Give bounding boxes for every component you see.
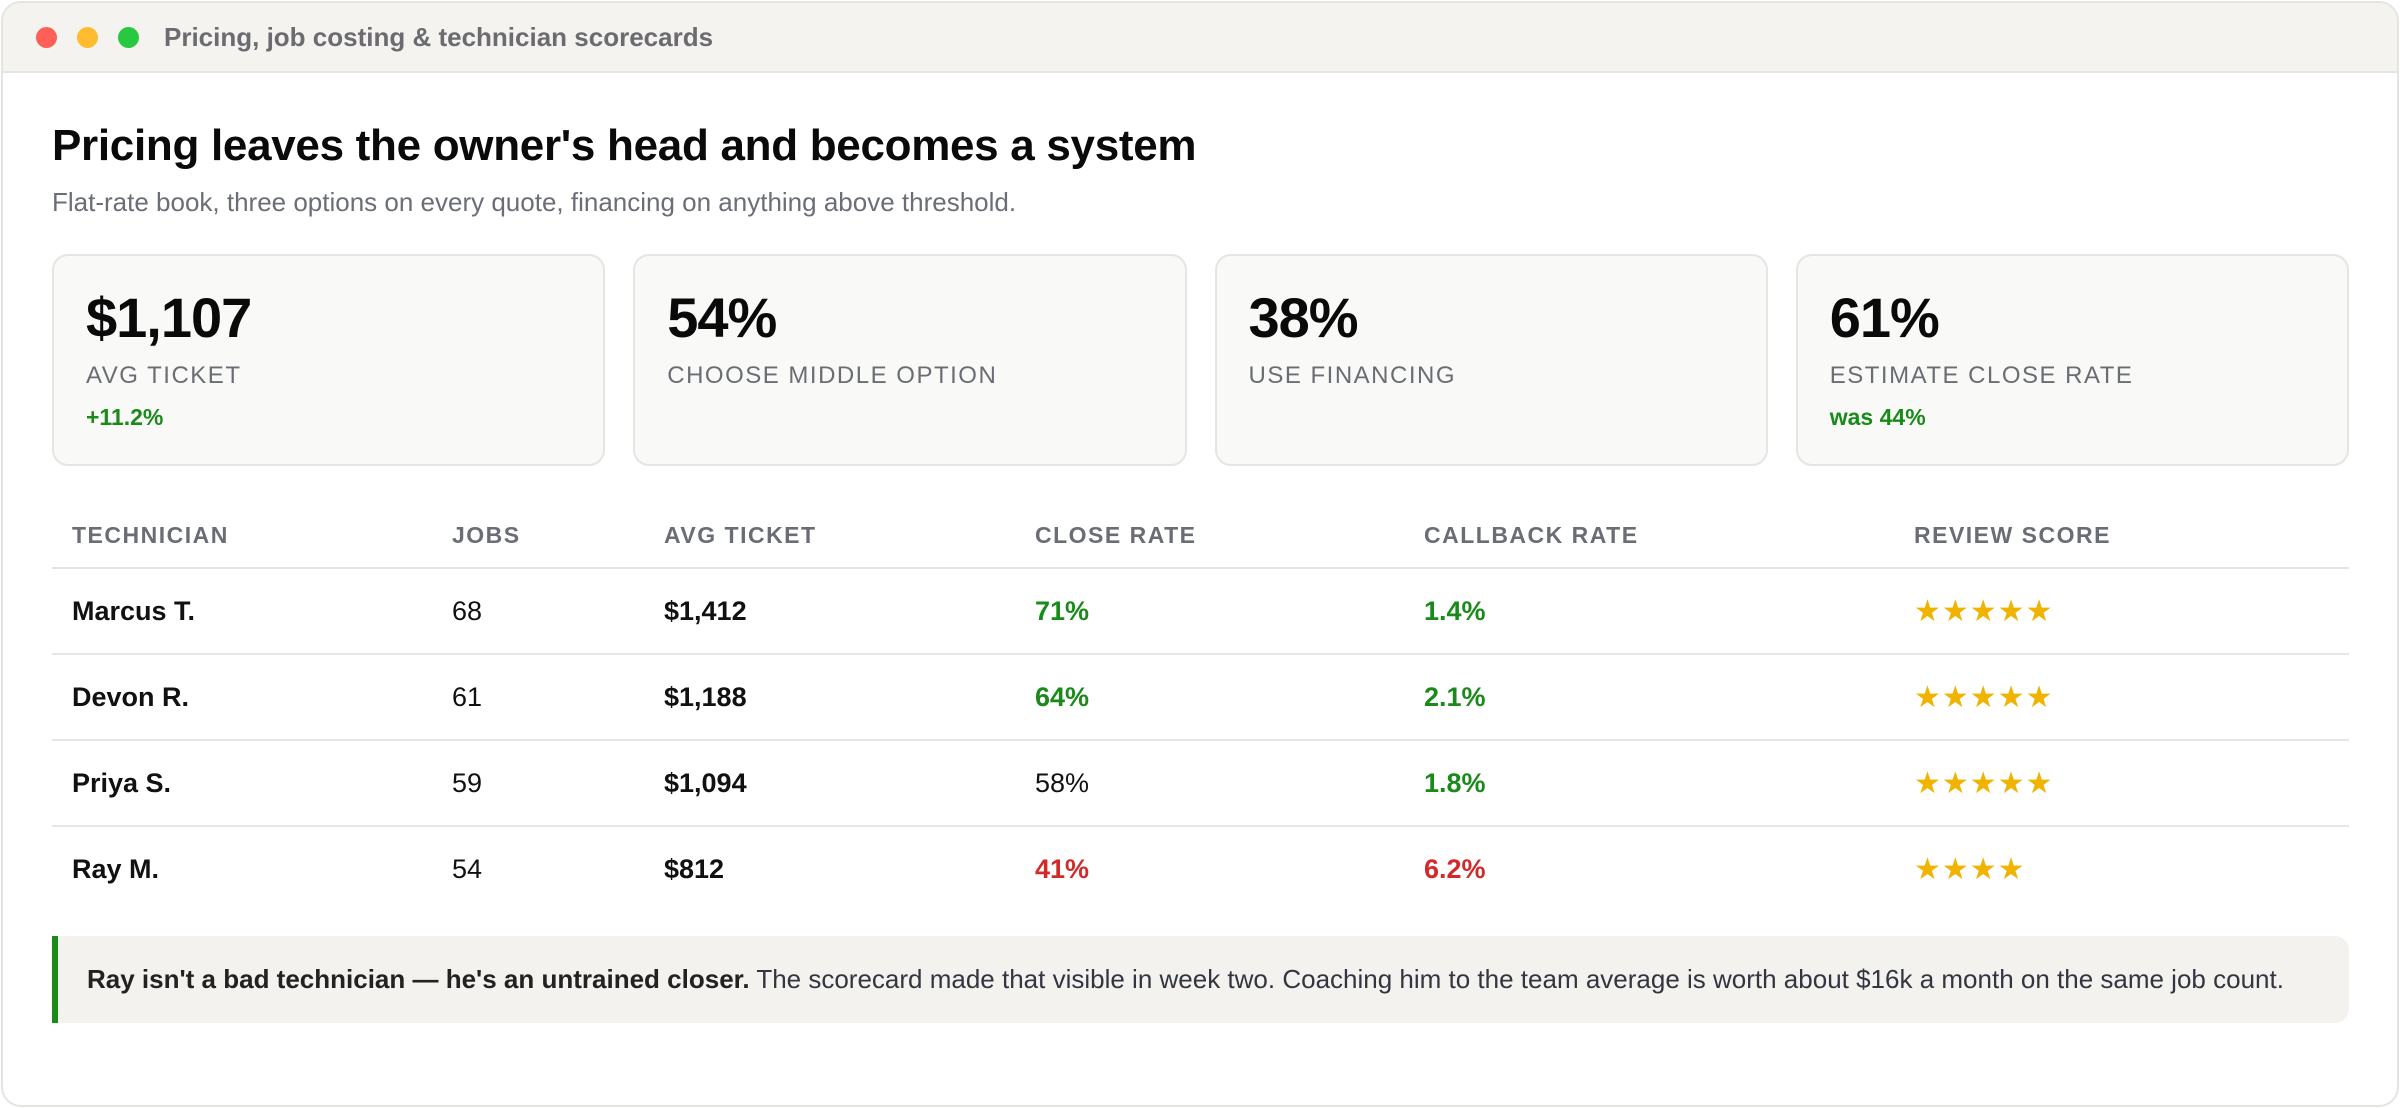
- review-stars-icon: ★★★★: [1914, 853, 2026, 886]
- kpi-label: USE FINANCING: [1248, 362, 1457, 389]
- callback-rate: 1.8%: [1404, 740, 1894, 827]
- avg-ticket: $1,094: [644, 740, 1015, 827]
- kpi-value: $1,107: [86, 286, 252, 349]
- technician-name: Devon R.: [52, 654, 432, 741]
- review-stars-icon: ★★★★★: [1894, 740, 2349, 827]
- kpi-label: ESTIMATE CLOSE RATE: [1829, 362, 2134, 389]
- main-content: Pricing leaves the owner's head and beco…: [3, 121, 2397, 1023]
- callout-emphasis: Ray isn't a bad technician — he's an unt…: [87, 964, 750, 994]
- jobs-count: 68: [432, 568, 644, 655]
- jobs-count: 59: [432, 740, 644, 827]
- page-subtitle: Flat-rate book, three options on every q…: [52, 187, 1017, 217]
- close-rate: 64%: [1015, 654, 1404, 741]
- close-rate: 71%: [1015, 568, 1404, 655]
- callback-rate: 1.4%: [1404, 568, 1894, 655]
- table-row: Ray M. 54 $812 41% 6.2% ★★★★: [52, 826, 2349, 912]
- column-header-review-score: REVIEW SCORE: [1894, 504, 2349, 569]
- avg-ticket: $1,188: [644, 654, 1015, 741]
- technician-name: Priya S.: [52, 740, 432, 827]
- callout-text: The scorecard made that visible in week …: [749, 964, 2284, 994]
- table-row: Marcus T. 68 $1,412 71% 1.4% ★★★★★: [52, 568, 2349, 655]
- technician-name: Ray M.: [72, 854, 160, 884]
- column-header-technician: TECHNICIAN: [52, 504, 432, 569]
- jobs-count: 61: [432, 654, 644, 741]
- kpi-value: 61%: [1829, 286, 1940, 349]
- jobs-count: 54: [452, 854, 483, 884]
- kpi-note: +11.2%: [86, 404, 164, 430]
- window-title: Pricing, job costing & technician scorec…: [164, 21, 714, 52]
- technician-scorecard-table: TECHNICIAN JOBS AVG TICKET CLOSE RATE CA…: [52, 504, 2349, 912]
- kpi-card-avg-ticket: $1,107 AVG TICKET +11.2%: [52, 254, 606, 466]
- callback-rate: 2.1%: [1404, 654, 1894, 741]
- column-header-callback-rate: CALLBACK RATE: [1404, 504, 1894, 569]
- column-header-jobs: JOBS: [432, 504, 644, 569]
- kpi-cards: $1,107 AVG TICKET +11.2% 54% CHOOSE MIDD…: [52, 254, 2349, 466]
- technician-name: Marcus T.: [52, 568, 432, 655]
- title-bar: Pricing, job costing & technician scorec…: [3, 3, 2397, 73]
- callback-rate: 6.2%: [1424, 854, 1486, 884]
- maximize-window-button[interactable]: [118, 26, 139, 48]
- kpi-value: 38%: [1248, 286, 1359, 349]
- table-row: Devon R. 61 $1,188 64% 2.1% ★★★★★: [52, 654, 2349, 741]
- table-row: Priya S. 59 $1,094 58% 1.8% ★★★★★: [52, 740, 2349, 827]
- kpi-card-close-rate: 61% ESTIMATE CLOSE RATE was 44%: [1795, 254, 2349, 466]
- close-rate: 58%: [1015, 740, 1404, 827]
- review-stars-icon: ★★★★★: [1894, 568, 2349, 655]
- insight-callout: Ray isn't a bad technician — he's an unt…: [52, 936, 2349, 1023]
- kpi-card-financing: 38% USE FINANCING: [1214, 254, 1768, 466]
- review-stars-icon: ★★★★★: [1894, 654, 2349, 741]
- kpi-label: AVG TICKET: [86, 362, 242, 389]
- close-rate: 41%: [1035, 854, 1090, 884]
- column-header-close-rate: CLOSE RATE: [1015, 504, 1404, 569]
- page-title: Pricing leaves the owner's head and beco…: [52, 121, 1197, 170]
- kpi-value: 54%: [667, 286, 777, 349]
- minimize-window-button[interactable]: [77, 26, 98, 48]
- avg-ticket: $1,412: [644, 568, 1015, 655]
- kpi-label: CHOOSE MIDDLE OPTION: [667, 362, 998, 389]
- column-header-avg-ticket: AVG TICKET: [644, 504, 1015, 569]
- kpi-note: was 44%: [1829, 404, 1926, 430]
- table-header-row: TECHNICIAN JOBS AVG TICKET CLOSE RATE CA…: [52, 504, 2349, 569]
- avg-ticket: $812: [664, 854, 725, 884]
- kpi-card-middle-option: 54% CHOOSE MIDDLE OPTION: [633, 254, 1187, 466]
- close-window-button[interactable]: [36, 26, 57, 48]
